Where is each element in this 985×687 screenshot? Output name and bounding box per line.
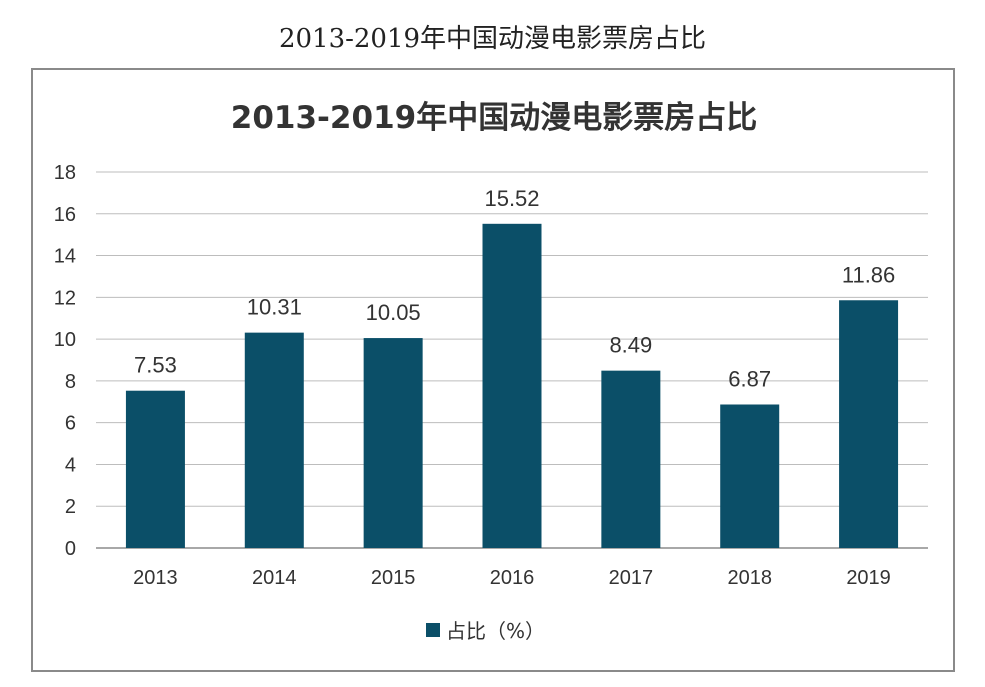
data-labels: 7.53 10.31 10.05 15.52 8.49 6.87 11.86 [134,186,895,392]
bar [601,370,661,548]
data-label: 6.87 [728,366,771,391]
chart-title: 2013-2019年中国动漫电影票房占比 [231,100,757,136]
data-label: 7.53 [134,353,177,378]
y-tick-label: 6 [65,413,76,435]
x-tick-label: 2016 [490,567,535,589]
x-tick-label: 2013 [133,567,178,589]
y-tick-label: 0 [65,538,76,560]
y-axis-ticks: 0 2 4 6 8 10 12 14 16 18 [54,162,76,560]
data-label: 10.05 [366,300,421,325]
data-label: 15.52 [484,186,539,211]
x-tick-label: 2014 [252,567,297,589]
bar [839,300,899,548]
data-label: 10.31 [247,295,302,320]
bars [125,223,899,548]
y-tick-label: 8 [65,371,76,393]
y-tick-label: 10 [54,329,76,351]
data-label: 11.86 [842,262,895,287]
x-axis-ticks: 2013 2014 2015 2016 2017 2018 2019 [133,567,891,589]
legend-label: 占比（%） [446,619,545,643]
x-tick-label: 2019 [846,567,891,589]
y-tick-label: 14 [54,246,76,268]
legend-swatch [426,623,440,637]
page-title: 2013-2019年中国动漫电影票房占比 [278,24,707,54]
y-tick-label: 12 [54,287,76,309]
y-tick-label: 2 [65,496,76,518]
bar [482,223,542,548]
y-tick-label: 4 [65,454,76,476]
legend: 占比（%） [426,619,545,643]
x-tick-label: 2017 [609,567,654,589]
bar [244,332,304,548]
y-tick-label: 18 [54,162,76,184]
x-tick-label: 2018 [727,567,772,589]
y-tick-label: 16 [54,204,76,226]
bar [720,404,780,548]
data-label: 8.49 [609,333,652,358]
bar [125,390,185,548]
x-tick-label: 2015 [371,567,416,589]
bar [363,338,423,548]
